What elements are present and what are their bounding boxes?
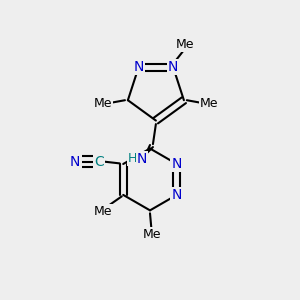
Text: Me: Me xyxy=(176,38,194,51)
Text: H: H xyxy=(128,152,138,165)
Text: N: N xyxy=(168,60,178,74)
Text: N: N xyxy=(137,152,147,166)
Text: N: N xyxy=(172,188,182,202)
Text: C: C xyxy=(94,154,104,169)
Text: Me: Me xyxy=(143,228,162,241)
Text: Me: Me xyxy=(200,97,218,110)
Text: N: N xyxy=(172,157,182,171)
Text: Me: Me xyxy=(94,205,112,218)
Text: N: N xyxy=(70,154,80,169)
Text: N: N xyxy=(134,60,144,74)
Text: Me: Me xyxy=(94,97,112,110)
